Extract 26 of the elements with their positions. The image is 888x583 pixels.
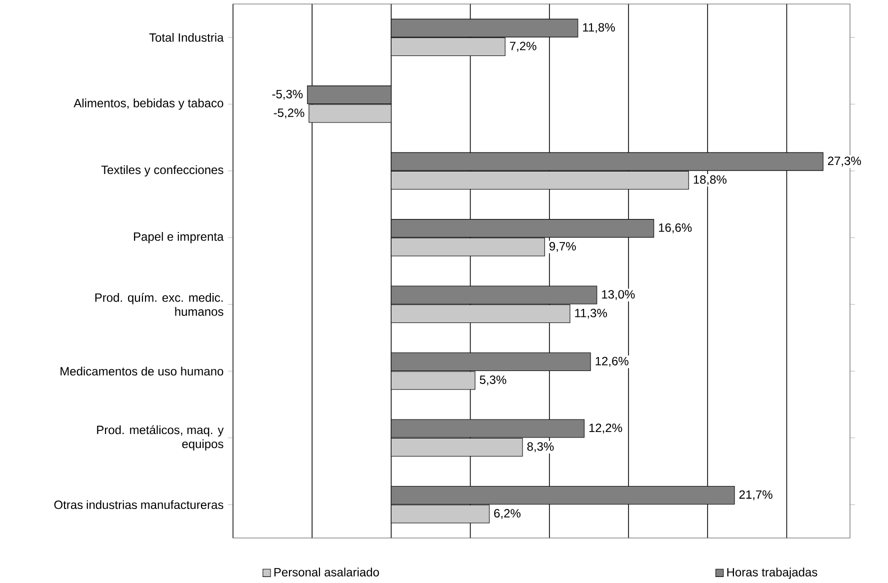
data-label: 12,2% <box>589 424 622 434</box>
data-label: 12,6% <box>596 356 628 367</box>
y-tick-label: Prod. quím. exc. medic. humanos <box>95 292 224 316</box>
y-tick-label: Otras industrias manufactureras <box>54 500 224 510</box>
data-label: 9,7% <box>549 242 576 252</box>
data-label: -5,2% <box>274 108 304 118</box>
data-label: 6,2% <box>494 509 520 519</box>
data-label: 13,0% <box>602 290 635 300</box>
data-label: -5,3% <box>272 90 303 100</box>
data-label: 7,2% <box>510 42 536 52</box>
legend-label: Personal asalariado <box>274 568 379 576</box>
data-label: 27,3% <box>828 156 861 166</box>
y-tick-label: Prod. metálicos, maq. y equipos <box>97 425 224 451</box>
data-label: 11,3% <box>575 308 607 319</box>
data-label: 8,3% <box>527 442 554 452</box>
data-label: 21,7% <box>739 490 772 500</box>
legend-label: Horas trabajadas <box>727 568 818 579</box>
data-label: 11,8% <box>583 23 615 33</box>
y-tick-label: Papel e imprenta <box>134 232 224 244</box>
data-label: 5,3% <box>480 376 506 386</box>
y-tick-label: Alimentos, bebidas y tabaco <box>74 98 224 110</box>
data-label: 18,8% <box>694 175 726 186</box>
data-label: 16,6% <box>659 223 692 234</box>
y-tick-label: Total Industria <box>149 32 224 42</box>
y-tick-label: Medicamentos de uso humano <box>60 366 224 376</box>
y-tick-label: Textiles y confecciones <box>101 165 224 176</box>
